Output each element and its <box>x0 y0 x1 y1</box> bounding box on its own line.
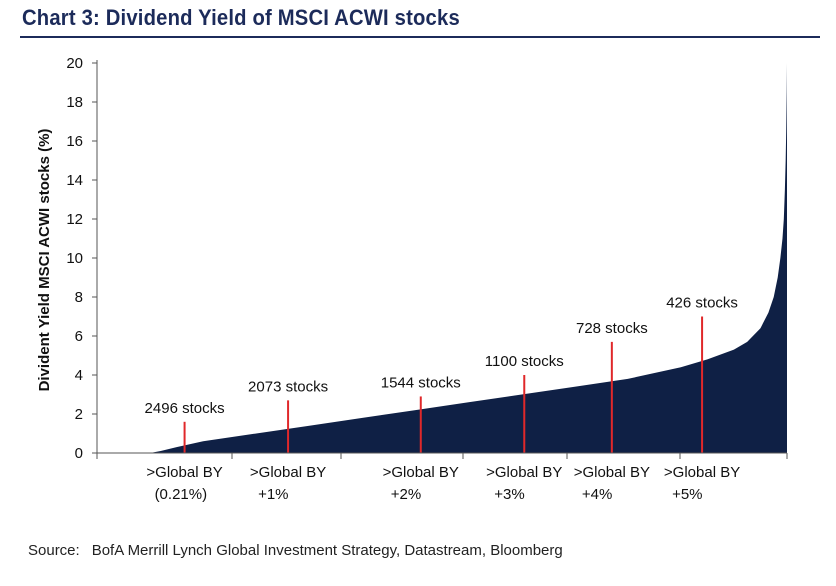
dividend-yield-chart: 0 2 4 6 8 10 12 14 16 18 20 2496 stocks 2073 stocks… <box>36 55 788 503</box>
threshold-count-label: 728 stocks <box>576 320 648 337</box>
chart-title: Chart 3: Dividend Yield of MSCI ACWI sto… <box>22 5 460 30</box>
y-tick-label: 8 <box>75 289 83 306</box>
y-tick-label: 18 <box>66 94 83 111</box>
threshold-count-label: 2496 stocks <box>145 400 225 417</box>
y-tick-label: 0 <box>75 445 83 462</box>
source-note: Source: BofA Merrill Lynch Global Investm… <box>28 542 563 559</box>
x-category-sublabel: +4% <box>582 486 612 503</box>
x-category-labels: >Global BY (0.21%) >Global BY +1% >Global BY… <box>146 464 740 503</box>
x-category-label: >Global BY <box>383 464 459 481</box>
title-divider <box>20 36 820 38</box>
x-category-label: >Global BY <box>486 464 562 481</box>
threshold-labels: 2496 stocks 2073 stocks 1544 stocks 1100 st… <box>145 295 738 417</box>
axes: 0 2 4 6 8 10 12 14 16 18 20 <box>66 55 788 462</box>
x-category-label: >Global BY <box>664 464 740 481</box>
x-category-label: >Global BY <box>250 464 326 481</box>
threshold-markers <box>183 316 704 453</box>
plot-area <box>97 63 787 453</box>
y-tick-label: 12 <box>66 211 83 228</box>
y-tick-label: 16 <box>66 133 83 150</box>
yield-area-series <box>97 63 787 453</box>
threshold-count-label: 426 stocks <box>666 295 738 312</box>
y-tick-label: 20 <box>66 55 83 72</box>
threshold-count-label: 1100 stocks <box>485 353 564 370</box>
x-category-sublabel: +2% <box>391 486 421 503</box>
y-tick-label: 6 <box>75 328 83 345</box>
x-category-label: >Global BY <box>146 464 222 481</box>
y-tick-label: 4 <box>75 367 83 384</box>
y-tick-label: 14 <box>66 172 83 189</box>
y-tick-label: 2 <box>75 406 83 423</box>
threshold-count-label: 1544 stocks <box>381 374 461 391</box>
y-axis-label: Divident Yield MSCI ACWI stocks (%) <box>36 129 53 392</box>
x-category-sublabel: (0.21%) <box>155 486 208 503</box>
x-category-sublabel: +1% <box>258 486 288 503</box>
threshold-count-label: 2073 stocks <box>248 378 328 395</box>
source-text: BofA Merrill Lynch Global Investment Str… <box>91 542 563 559</box>
source-label: Source: <box>28 542 80 559</box>
x-category-label: >Global BY <box>574 464 650 481</box>
x-category-sublabel: +3% <box>494 486 524 503</box>
x-category-sublabel: +5% <box>672 486 702 503</box>
y-tick-label: 10 <box>66 250 83 267</box>
